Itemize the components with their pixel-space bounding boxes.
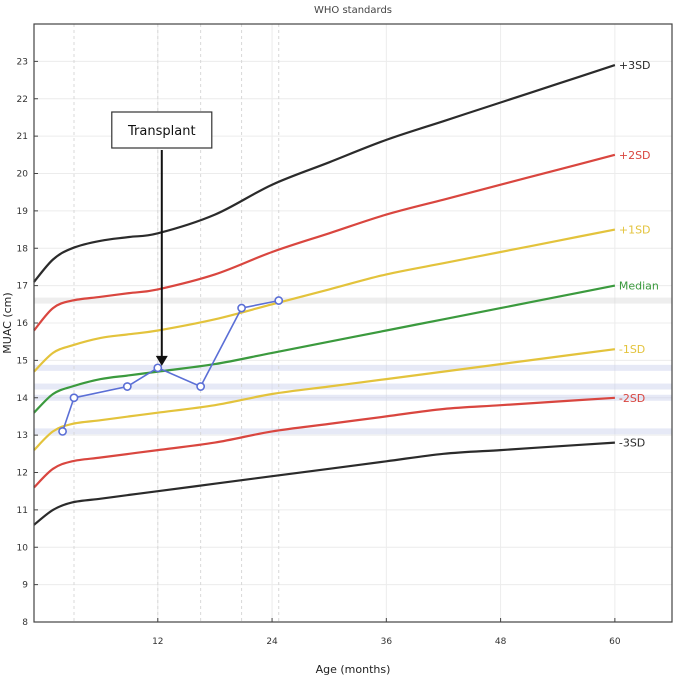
reference-curve-plusminus-3sd (33, 64, 616, 283)
curve-label-plusminus-3sd: +3SD (619, 59, 651, 72)
highlight-band (34, 364, 672, 371)
patient-data-point (237, 303, 246, 313)
patient-data-point (274, 296, 284, 305)
reference-curve-minus-3sd (33, 441, 615, 526)
annotation-box (111, 111, 213, 149)
y-tick-label: 8 (22, 618, 28, 628)
highlight-bands (34, 297, 672, 435)
y-tick-label: 19 (17, 207, 29, 217)
reference-curve-minus-2sd (33, 396, 615, 489)
y-tick-label: 17 (17, 282, 28, 292)
patient-data-point (153, 363, 163, 373)
x-tick-label: 24 (266, 637, 278, 647)
y-tick-label: 9 (22, 581, 28, 591)
y-tick-label: 21 (17, 132, 28, 142)
curve-label-minus-3sd: -3SD (619, 437, 645, 450)
y-tick-label: 20 (17, 170, 29, 180)
y-tick-label: 10 (17, 543, 29, 553)
reference-curve-plusminus-1sd (33, 228, 616, 373)
patient-data-point (58, 426, 67, 436)
reference-curve-median (33, 284, 616, 414)
chart-title: WHO standards (314, 5, 392, 16)
reference-curve-minus-1sd (33, 348, 616, 451)
grid (34, 24, 672, 623)
y-tick-label: 22 (17, 95, 28, 105)
y-tick-label: 14 (17, 394, 29, 404)
y-tick-label: 13 (17, 431, 28, 441)
x-tick-label: 36 (381, 637, 393, 647)
y-tick-label: 18 (17, 244, 29, 254)
x-tick-label: 12 (152, 637, 163, 647)
curve-label-median: Median (619, 280, 659, 293)
curve-label-minus-2sd: -2SD (619, 392, 645, 405)
y-tick-label: 16 (17, 319, 29, 329)
curve-label-plusminus-2sd: +2SD (619, 149, 651, 162)
patient-data-point (69, 393, 79, 403)
x-axis-label: Age (months) (316, 663, 391, 676)
reference-curves (33, 64, 616, 526)
y-axis-label: MUAC (cm) (1, 292, 14, 353)
highlight-band (34, 383, 672, 390)
x-tick-label: 60 (609, 637, 621, 647)
highlight-band (34, 428, 672, 435)
curve-label-minus-1sd: -1SD (619, 343, 645, 356)
axis-ticks: 8 9 10 11 12 13 14 15 16 17 18 19 20 21 22 23 12 24 36 48 60 (17, 57, 621, 647)
vertical-guides (73, 24, 280, 622)
annotation-text: Transplant (127, 124, 196, 139)
y-tick-label: 23 (17, 57, 28, 67)
highlight-band (34, 394, 672, 401)
curve-labels: +3SD +2SD +1SD Median -1SD -2SD -3SD (619, 59, 659, 449)
transplant-annotation: Transplant (111, 111, 213, 366)
highlight-band (34, 297, 672, 304)
y-tick-label: 15 (17, 356, 28, 366)
patient-data-point (122, 382, 132, 391)
curve-label-plusminus-1sd: +1SD (619, 224, 651, 237)
y-tick-label: 12 (17, 469, 28, 479)
patient-series (58, 296, 284, 436)
y-tick-label: 11 (17, 506, 28, 516)
reference-curve-plusminus-2sd (33, 153, 616, 332)
annotation-arrowhead (155, 355, 168, 366)
patient-data-point (196, 382, 206, 391)
x-tick-label: 48 (495, 637, 507, 647)
